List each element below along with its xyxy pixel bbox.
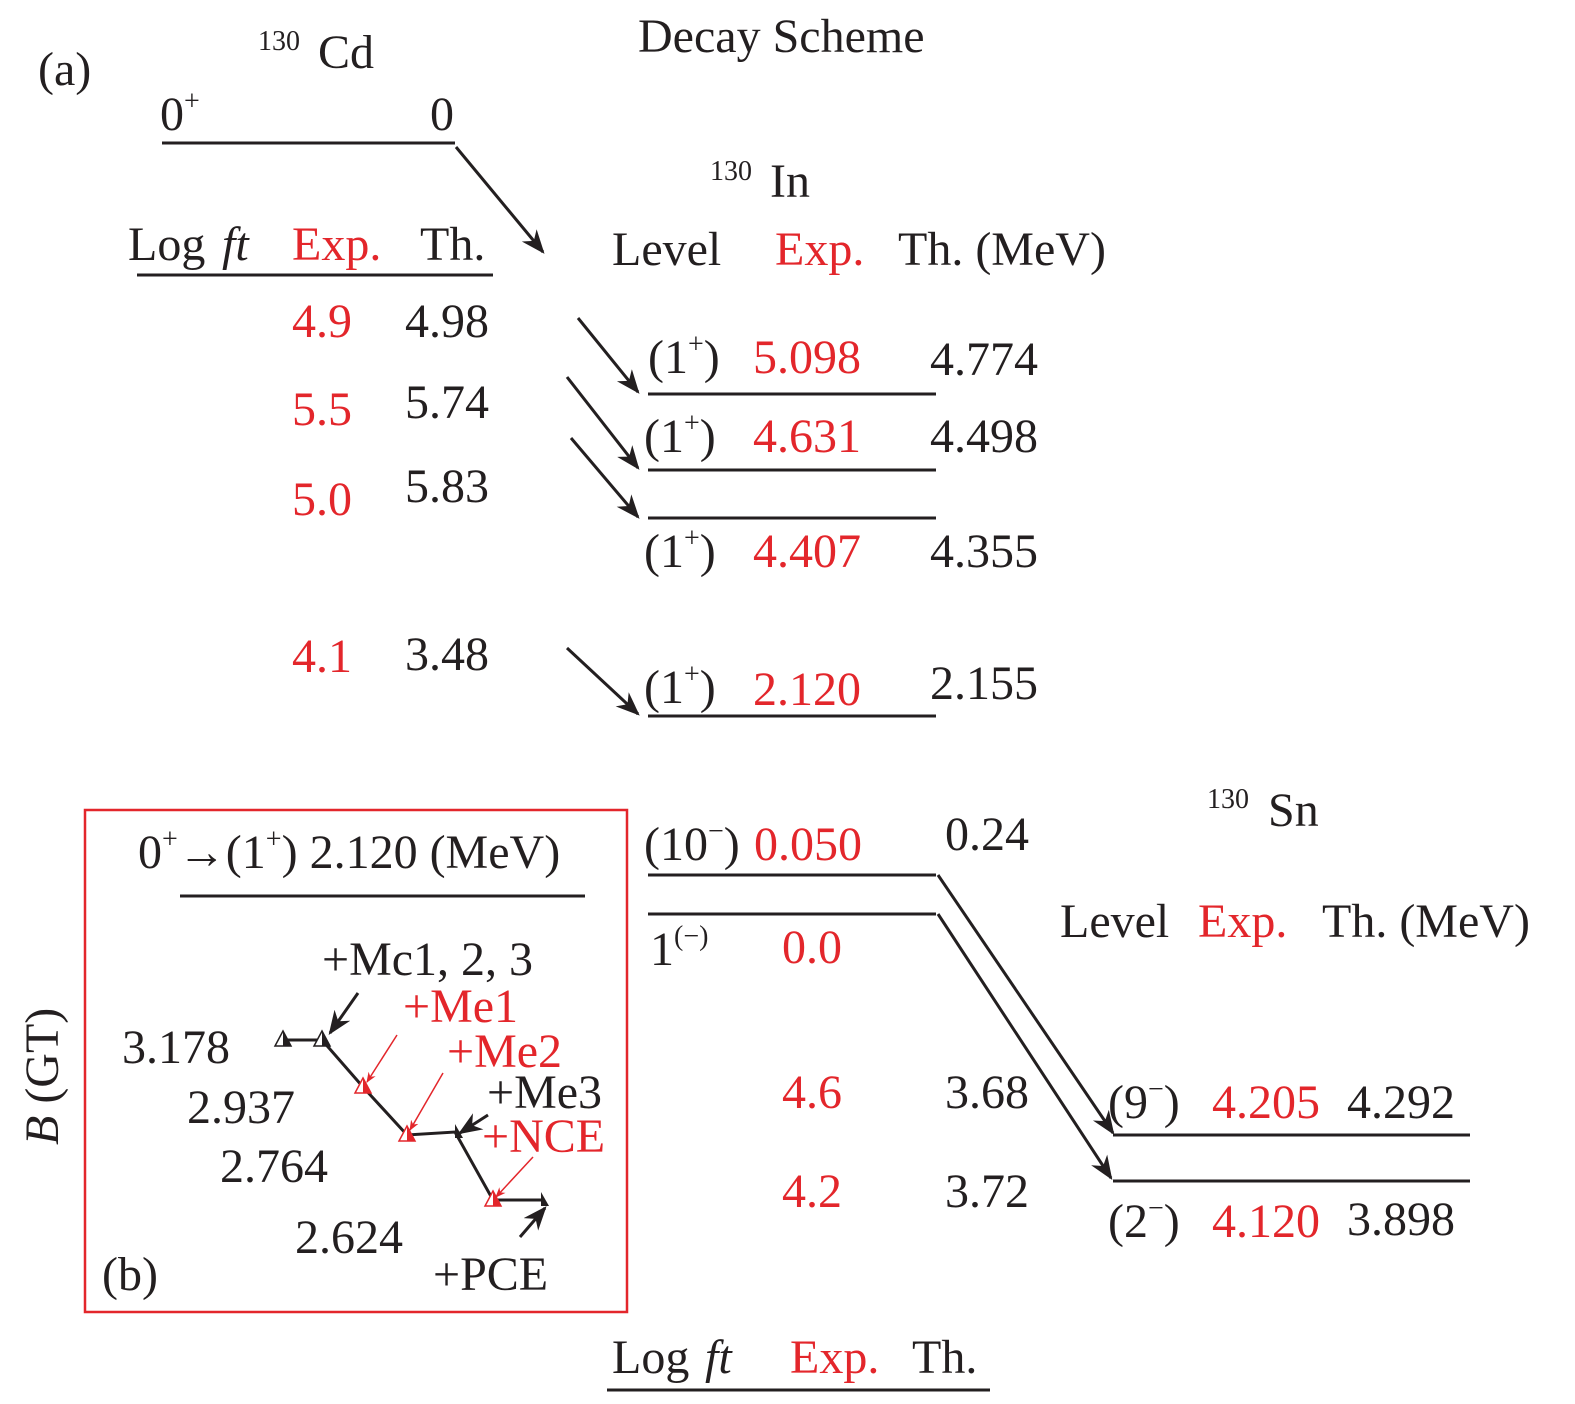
sn-element: Sn <box>1268 784 1319 837</box>
marker-red <box>397 1124 417 1142</box>
logft-header-ft: ft <box>222 218 250 271</box>
level-header-exp: Exp. <box>775 223 864 276</box>
sn-logft-th: 3.68 <box>945 1066 1029 1119</box>
in-mass: 130 <box>710 156 752 187</box>
bottom-header-th: Th. <box>912 1331 977 1384</box>
logft-th: 3.48 <box>405 628 489 681</box>
decay-arrow <box>936 913 1113 1181</box>
sn-logft-exp: 4.2 <box>782 1165 842 1218</box>
ground-level-exp: 0.0 <box>782 921 842 974</box>
feeding-arrow <box>576 317 640 394</box>
annotation-arrow <box>366 1034 398 1083</box>
sn-level-th: 3.898 <box>1347 1193 1455 1246</box>
level-th: 4.498 <box>930 410 1038 463</box>
sn-header-exp: Exp. <box>1198 895 1287 948</box>
logft-th: 4.98 <box>405 295 489 348</box>
marker-black <box>541 1192 549 1206</box>
level-jpi: (1+) <box>648 329 720 384</box>
sn-level-exp: 4.120 <box>1212 1195 1320 1248</box>
logft-exp: 5.0 <box>292 473 352 526</box>
feeding-arrow <box>569 437 640 519</box>
annotation-nce: +NCE <box>482 1110 605 1163</box>
sn-header-th: Th. (MeV) <box>1322 895 1530 948</box>
sn-logft-exp: 4.6 <box>782 1066 842 1119</box>
annotation-me3: +Me3 <box>487 1066 602 1119</box>
marker-black <box>312 1029 332 1047</box>
diagram-title: Decay Scheme <box>638 10 925 63</box>
annotation-arrow <box>457 1113 489 1135</box>
bottom-header-ft: ft <box>705 1331 733 1384</box>
sn-logft-th: 3.72 <box>945 1165 1029 1218</box>
level-jpi: (1+) <box>644 659 716 714</box>
inset-b-frame <box>83 808 629 1314</box>
cd-mass: 130 <box>258 26 300 57</box>
logft-th: 5.83 <box>405 460 489 513</box>
feeding-arrow <box>565 646 640 716</box>
level-exp: 4.631 <box>753 410 861 463</box>
level-header-th: Th. (MeV) <box>898 223 1106 276</box>
sn-level-exp: 4.205 <box>1212 1076 1320 1129</box>
annotation-arrow <box>495 1156 534 1198</box>
logft-header-th: Th. <box>420 218 485 271</box>
panel-b-label: (b) <box>102 1248 158 1301</box>
bgt-value: 2.937 <box>187 1081 295 1134</box>
logft-header-exp: Exp. <box>292 218 381 271</box>
inset-title: 0+→(1+) 2.120 (MeV) <box>138 824 560 879</box>
ground-level-th: 0.24 <box>945 808 1029 861</box>
sn-level-th: 4.292 <box>1347 1076 1455 1129</box>
annotation-me2: +Me2 <box>447 1025 562 1078</box>
decay-arrow <box>454 146 545 254</box>
sn-level-jpi: (2−) <box>1108 1193 1180 1248</box>
in-element: In <box>770 155 810 208</box>
logft-th: 5.74 <box>405 376 489 429</box>
annotation-arrow <box>518 1206 547 1238</box>
bottom-header-exp: Exp. <box>790 1331 879 1384</box>
level-th: 4.774 <box>930 333 1038 386</box>
logft-exp: 4.1 <box>292 630 352 683</box>
sn-mass: 130 <box>1207 784 1249 815</box>
annotation-arrow <box>409 1072 444 1131</box>
level-exp: 5.098 <box>753 331 861 384</box>
cd-energy: 0 <box>430 88 454 141</box>
ground-level-jpi: (10−) <box>644 816 740 871</box>
marker-red <box>353 1076 373 1094</box>
marker-black <box>273 1029 293 1047</box>
bgt-axis-label: B (GT) <box>16 1008 69 1145</box>
sn-header-level: Level <box>1060 895 1169 948</box>
annotation-me1: +Me1 <box>403 980 518 1033</box>
level-jpi: (1+) <box>644 408 716 463</box>
bgt-value: 3.178 <box>122 1021 230 1074</box>
bottom-header-log: Log <box>612 1331 689 1384</box>
bgt-value: 2.624 <box>295 1211 403 1264</box>
marker-red <box>483 1189 503 1207</box>
ground-level-jpi: 1(−) <box>650 921 708 976</box>
cd-element: Cd <box>318 26 374 79</box>
level-th: 4.355 <box>930 525 1038 578</box>
sn-level-jpi: (9−) <box>1108 1074 1180 1129</box>
feeding-arrow <box>565 376 640 470</box>
logft-exp: 5.5 <box>292 383 352 436</box>
logft-exp: 4.9 <box>292 295 352 348</box>
level-header-level: Level <box>612 223 721 276</box>
level-th: 2.155 <box>930 657 1038 710</box>
level-exp: 4.407 <box>753 525 861 578</box>
ground-level-exp: 0.050 <box>754 818 862 871</box>
logft-header-log: Log <box>128 218 205 271</box>
level-jpi: (1+) <box>644 523 716 578</box>
bgt-value: 2.764 <box>220 1140 328 1193</box>
decay-arrow <box>936 874 1115 1135</box>
annotation-arrow <box>328 992 360 1035</box>
panel-a-label: (a) <box>38 43 91 96</box>
cd-spin: 0+ <box>160 86 200 141</box>
level-exp: 2.120 <box>753 663 861 716</box>
annotation-pce: +PCE <box>433 1248 548 1301</box>
annotation-mc123: +Mc1, 2, 3 <box>322 933 533 986</box>
